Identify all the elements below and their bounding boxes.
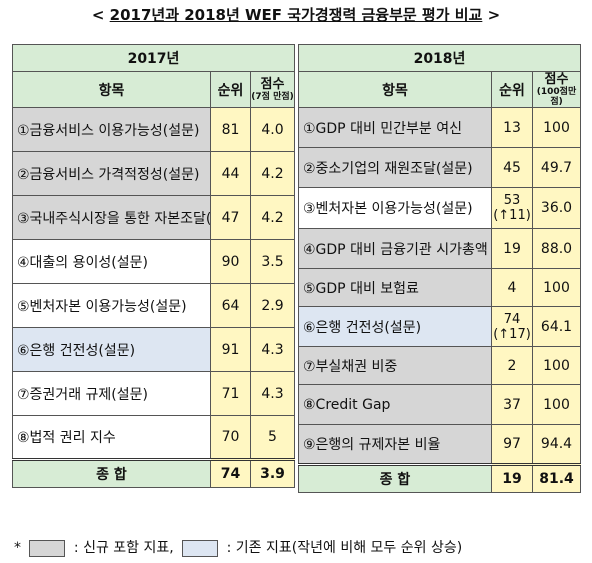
item-rank: 53 (↑11) <box>491 187 533 229</box>
item-score: 4.0 <box>249 107 296 152</box>
rank-value: 74 <box>503 311 521 327</box>
item-score: 100 <box>531 107 582 148</box>
year-2017-header: 2017년 <box>11 44 296 72</box>
item-name: ④대출의 용이성(설문) <box>12 239 211 284</box>
legend: * : 신규 포함 지표, : 기존 지표(작년에 비해 모두 순위 상승) <box>14 537 462 557</box>
table-row: ⑥은행 건전성(설문) 91 4.3 <box>12 327 296 372</box>
total-score: 81.4 <box>531 464 582 493</box>
col-rank-header: 순위 <box>491 71 533 108</box>
item-name: ⑦증권거래 규제(설문) <box>12 371 211 416</box>
item-name: ②중소기업의 재원조달(설문) <box>298 147 492 188</box>
table-row: ④GDP 대비 금융기관 시가총액 19 88.0 <box>298 228 582 269</box>
table-2018: 2018년 항목 순위 점수 (100점만점) ①GDP 대비 민간부분 여신 1… <box>297 44 582 493</box>
item-name: ⑨은행의 규제자본 비율 <box>298 424 492 465</box>
item-name: ⑧Credit Gap <box>298 384 492 425</box>
total-row-2018: 종 합 19 81.4 <box>298 464 582 493</box>
table-row: ②중소기업의 재원조달(설문) 45 49.7 <box>298 147 582 188</box>
item-rank: 2 <box>491 346 533 385</box>
item-rank: 91 <box>210 327 251 372</box>
item-rank: 71 <box>210 371 251 416</box>
total-row-2017: 종 합 74 3.9 <box>12 459 296 488</box>
item-rank: 44 <box>210 151 251 196</box>
legend-existing-label: : 기존 지표(작년에 비해 모두 순위 상승) <box>226 540 463 556</box>
item-rank: 64 <box>210 283 251 328</box>
item-name: ⑦부실채권 비중 <box>298 346 492 385</box>
table-row: ⑧Credit Gap 37 100 <box>298 384 582 425</box>
item-rank: 70 <box>210 415 251 460</box>
table-row: ⑦부실채권 비중 2 100 <box>298 346 582 385</box>
total-label: 종 합 <box>298 464 492 493</box>
col-item-header: 항목 <box>12 71 211 108</box>
legend-new-label: : 신규 포함 지표, <box>73 540 174 556</box>
item-score: 49.7 <box>531 147 582 188</box>
table-row: ④대출의 용이성(설문) 90 3.5 <box>12 239 296 284</box>
item-rank: 81 <box>210 107 251 152</box>
item-name: ④GDP 대비 금융기관 시가총액 <box>298 228 492 269</box>
item-score: 4.2 <box>249 195 296 240</box>
item-score: 64.1 <box>531 306 582 347</box>
table-row: ⑤GDP 대비 보험료 4 100 <box>298 268 582 307</box>
item-rank: 97 <box>491 424 533 465</box>
table-row: ⑦증권거래 규제(설문) 71 4.3 <box>12 371 296 416</box>
year-2018-header: 2018년 <box>297 44 582 72</box>
rank-change: (↑17) <box>493 326 531 342</box>
item-name: ②금융서비스 가격적정성(설문) <box>12 151 211 196</box>
item-name: ⑥은행 건전성(설문) <box>12 327 211 372</box>
legend-new-swatch <box>29 539 66 557</box>
item-rank: 45 <box>491 147 533 188</box>
col-item-header: 항목 <box>298 71 492 108</box>
item-rank: 74 (↑17) <box>491 306 533 347</box>
item-score: 2.9 <box>249 283 296 328</box>
col-rank-header: 순위 <box>210 71 251 108</box>
total-label: 종 합 <box>12 459 211 488</box>
item-score: 36.0 <box>531 187 582 229</box>
col-score-header: 점수 (7점 만점) <box>249 71 296 108</box>
item-name: ①금융서비스 이용가능성(설문) <box>12 107 211 152</box>
item-score: 4.3 <box>249 327 296 372</box>
table-row: ②금융서비스 가격적정성(설문) 44 4.2 <box>12 151 296 196</box>
item-score: 94.4 <box>531 424 582 465</box>
legend-existing-swatch <box>182 539 219 557</box>
item-score: 4.3 <box>249 371 296 416</box>
table-row: ①금융서비스 이용가능성(설문) 81 4.0 <box>12 107 296 152</box>
table-row: ⑤벤처자본 이용가능성(설문) 64 2.9 <box>12 283 296 328</box>
item-score: 3.5 <box>249 239 296 284</box>
title-text: 2017년과 2018년 WEF 국가경쟁력 금융부문 평가 비교 <box>109 6 483 24</box>
table-row: ⑥은행 건전성(설문) 74 (↑17) 64.1 <box>298 306 582 347</box>
rank-change: (↑11) <box>493 208 531 223</box>
item-name: ③벤처자본 이용가능성(설문) <box>298 187 492 229</box>
table-row: ⑨은행의 규제자본 비율 97 94.4 <box>298 424 582 465</box>
total-rank: 74 <box>210 459 251 488</box>
item-name: ①GDP 대비 민간부분 여신 <box>298 107 492 148</box>
item-score: 100 <box>531 268 582 307</box>
item-score: 100 <box>531 384 582 425</box>
table-row: ⑧법적 권리 지수 70 5 <box>12 415 296 460</box>
total-score: 3.9 <box>249 459 296 488</box>
rank-value: 53 <box>503 193 521 208</box>
table-row: ③국내주식시장을 통한 자본조달(설문)474.2 <box>12 195 296 240</box>
item-name: ⑧법적 권리 지수 <box>12 415 211 460</box>
item-score: 88.0 <box>531 228 582 269</box>
total-rank: 19 <box>491 464 533 493</box>
item-rank: 13 <box>491 107 533 148</box>
col-score-header: 점수 (100점만점) <box>531 71 582 108</box>
table-row: ①GDP 대비 민간부분 여신 13 100 <box>298 107 582 148</box>
item-name: ⑤GDP 대비 보험료 <box>298 268 492 307</box>
item-name: ⑤벤처자본 이용가능성(설문) <box>12 283 211 328</box>
item-rank: 37 <box>491 384 533 425</box>
page-title: < 2017년과 2018년 WEF 국가경쟁력 금융부문 평가 비교 > <box>91 6 501 24</box>
legend-star: * <box>14 540 21 556</box>
item-score: 5 <box>249 415 296 460</box>
item-name: ⑥은행 건전성(설문) <box>298 306 492 347</box>
table-row: ③벤처자본 이용가능성(설문) 53 (↑11) 36.0 <box>298 187 582 229</box>
item-rank: 47 <box>210 195 251 240</box>
item-score: 100 <box>531 346 582 385</box>
item-rank: 4 <box>491 268 533 307</box>
item-name: ③국내주식시장을 통한 자본조달(설문) <box>12 195 211 240</box>
item-rank: 19 <box>491 228 533 269</box>
table-2017: 2017년 항목 순위 점수 (7점 만점) ①금융서비스 이용가능성(설문) 8… <box>11 44 296 488</box>
item-score: 4.2 <box>249 151 296 196</box>
item-rank: 90 <box>210 239 251 284</box>
